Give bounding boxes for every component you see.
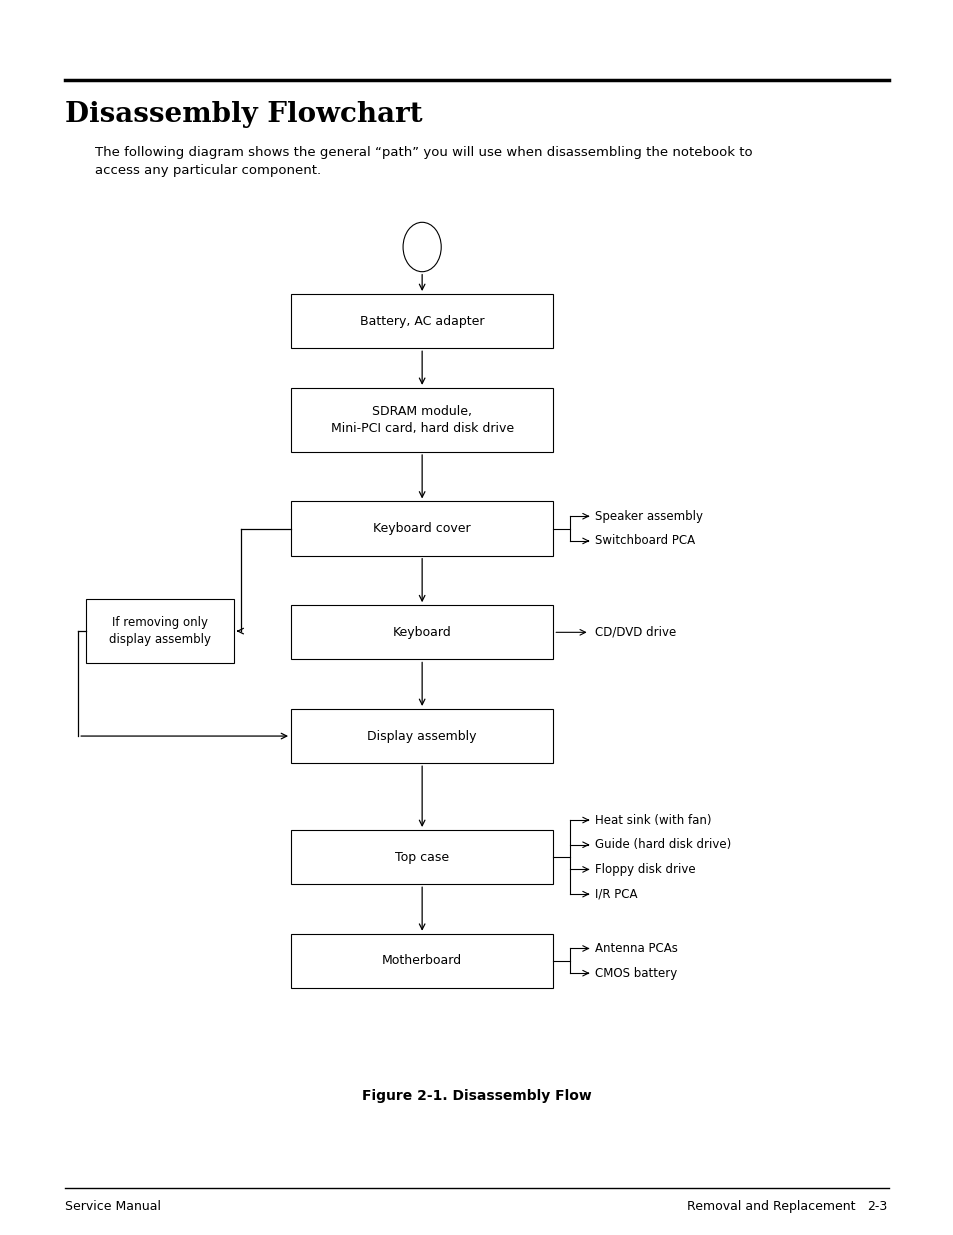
Text: Battery, AC adapter: Battery, AC adapter xyxy=(359,315,484,327)
Text: CD/DVD drive: CD/DVD drive xyxy=(595,626,676,638)
Text: 2-3: 2-3 xyxy=(866,1200,886,1214)
Text: Motherboard: Motherboard xyxy=(382,955,461,967)
Text: Antenna PCAs: Antenna PCAs xyxy=(595,942,678,955)
Bar xyxy=(291,830,553,884)
Text: If removing only
display assembly: If removing only display assembly xyxy=(109,616,211,646)
Text: Switchboard PCA: Switchboard PCA xyxy=(595,535,695,547)
Text: Service Manual: Service Manual xyxy=(65,1200,161,1214)
Text: Keyboard cover: Keyboard cover xyxy=(373,522,471,535)
Bar xyxy=(291,709,553,763)
Text: Guide (hard disk drive): Guide (hard disk drive) xyxy=(595,839,731,851)
Text: Display assembly: Display assembly xyxy=(367,730,476,742)
Text: Floppy disk drive: Floppy disk drive xyxy=(595,863,695,876)
Text: SDRAM module,
Mini-PCI card, hard disk drive: SDRAM module, Mini-PCI card, hard disk d… xyxy=(331,405,513,435)
Text: Figure 2-1. Disassembly Flow: Figure 2-1. Disassembly Flow xyxy=(362,1089,591,1103)
Bar xyxy=(291,388,553,452)
Bar xyxy=(291,501,553,556)
Text: Top case: Top case xyxy=(395,851,449,863)
Circle shape xyxy=(403,222,440,272)
Text: Speaker assembly: Speaker assembly xyxy=(595,510,702,522)
Text: CMOS battery: CMOS battery xyxy=(595,967,677,979)
Bar xyxy=(86,599,233,663)
Bar xyxy=(291,605,553,659)
Bar xyxy=(291,934,553,988)
Text: I/R PCA: I/R PCA xyxy=(595,888,638,900)
Text: Keyboard: Keyboard xyxy=(393,626,451,638)
Text: Heat sink (with fan): Heat sink (with fan) xyxy=(595,814,711,826)
Bar xyxy=(291,294,553,348)
Text: Removal and Replacement: Removal and Replacement xyxy=(686,1200,855,1214)
Text: Disassembly Flowchart: Disassembly Flowchart xyxy=(65,101,422,128)
Text: The following diagram shows the general “path” you will use when disassembling t: The following diagram shows the general … xyxy=(95,146,752,177)
